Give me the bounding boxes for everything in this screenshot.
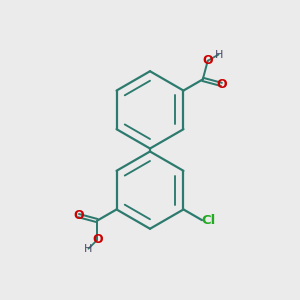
Text: Cl: Cl [201,214,216,226]
Text: O: O [73,209,84,222]
Text: O: O [92,233,103,246]
Text: O: O [202,54,213,67]
Text: O: O [216,78,227,91]
Text: H: H [214,50,223,59]
Text: H: H [84,244,93,254]
